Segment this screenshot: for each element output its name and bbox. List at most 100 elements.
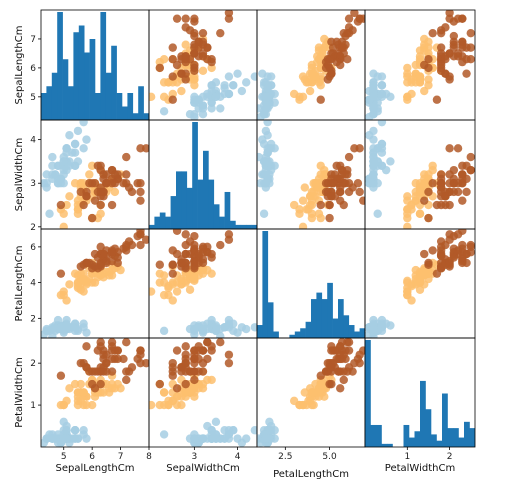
panel-SepalLengthCm-vs-PetalWidthCm xyxy=(364,9,476,121)
point-virginica xyxy=(350,358,359,368)
hist-bar xyxy=(469,428,475,447)
point-versicolor xyxy=(198,66,208,75)
hist-bar xyxy=(41,93,47,120)
point-versicolor xyxy=(403,72,412,81)
point-setosa xyxy=(261,165,271,175)
x-tick-label: 6 xyxy=(89,452,95,462)
point-virginica xyxy=(466,248,475,257)
hist-bar xyxy=(165,216,171,229)
point-setosa xyxy=(79,120,88,127)
panel-PetalLengthCm-vs-SepalLengthCm xyxy=(40,228,150,339)
hist-bar xyxy=(100,12,107,120)
point-virginica xyxy=(122,170,131,179)
point-versicolor xyxy=(93,273,103,282)
y-tick-label: 4 xyxy=(30,136,36,146)
hist-bar xyxy=(387,443,393,447)
hist-bar xyxy=(78,25,85,120)
point-virginica xyxy=(436,43,446,52)
point-versicolor xyxy=(415,72,425,81)
point-virginica xyxy=(432,95,442,104)
hist-bar xyxy=(213,204,220,229)
point-virginica xyxy=(328,49,338,58)
point-setosa xyxy=(159,430,169,439)
point-setosa xyxy=(216,104,225,113)
point-virginica xyxy=(428,246,437,255)
point-virginica xyxy=(85,367,94,376)
point-versicolor xyxy=(159,55,169,64)
point-virginica xyxy=(136,196,145,205)
hist-bar xyxy=(251,224,257,229)
point-virginica xyxy=(445,75,454,84)
point-virginica xyxy=(466,152,475,162)
point-setosa xyxy=(62,426,71,435)
hist-bar xyxy=(442,393,448,447)
point-virginica xyxy=(181,342,190,351)
point-virginica xyxy=(436,66,446,75)
point-virginica xyxy=(458,161,467,170)
point-virginica xyxy=(141,235,149,244)
point-virginica xyxy=(445,256,454,266)
hist-bar xyxy=(294,331,301,338)
point-virginica xyxy=(449,165,459,175)
point-virginica xyxy=(96,187,105,197)
point-virginica xyxy=(136,346,145,355)
y-tick-label: 2 xyxy=(30,314,36,324)
point-virginica xyxy=(136,179,145,188)
point-setosa xyxy=(270,426,279,435)
point-versicolor xyxy=(107,265,117,275)
point-virginica xyxy=(155,63,164,73)
point-versicolor xyxy=(149,92,156,102)
point-versicolor xyxy=(65,192,74,201)
point-virginica xyxy=(87,213,97,223)
panel-SepalLengthCm-vs-SepalWidthCm xyxy=(148,9,258,121)
point-versicolor xyxy=(65,280,74,289)
point-virginica xyxy=(445,10,454,18)
point-virginica xyxy=(424,187,433,197)
point-virginica xyxy=(102,358,111,368)
hist-bar xyxy=(273,331,279,338)
hist-bar xyxy=(436,440,443,447)
point-setosa xyxy=(48,324,57,334)
point-setosa xyxy=(190,430,199,439)
point-virginica xyxy=(113,354,122,364)
point-setosa xyxy=(45,209,54,218)
point-virginica xyxy=(76,187,85,197)
point-setosa xyxy=(224,89,234,99)
hist-bar xyxy=(208,179,215,229)
point-virginica xyxy=(445,179,454,188)
point-versicolor xyxy=(305,86,315,96)
point-setosa xyxy=(261,92,271,102)
point-setosa xyxy=(220,323,229,332)
point-setosa xyxy=(242,434,251,443)
point-virginica xyxy=(436,28,446,38)
hist-bar xyxy=(181,171,188,229)
hist-bar xyxy=(132,113,139,120)
point-virginica xyxy=(224,10,234,18)
point-virginica xyxy=(424,258,433,268)
point-virginica xyxy=(328,43,338,52)
point-virginica xyxy=(155,260,164,269)
point-virginica xyxy=(107,248,117,257)
point-versicolor xyxy=(185,285,195,294)
hist-bar xyxy=(224,191,231,229)
hist-bar xyxy=(453,428,459,447)
point-virginica xyxy=(336,384,345,393)
point-virginica xyxy=(428,179,437,188)
point-setosa xyxy=(369,83,378,93)
point-setosa xyxy=(220,83,229,93)
hist-bar xyxy=(305,321,312,338)
hist-bar xyxy=(338,299,344,338)
point-versicolor xyxy=(403,78,412,87)
point-virginica xyxy=(337,43,347,52)
point-virginica xyxy=(336,196,345,205)
y-tick-label: 6 xyxy=(30,64,36,74)
point-virginica xyxy=(190,14,199,23)
point-setosa xyxy=(263,148,272,157)
point-setosa xyxy=(68,148,77,157)
x-tick-label: 3 xyxy=(191,452,197,462)
point-virginica xyxy=(90,196,100,205)
y-axis-label: PetalLengthCm xyxy=(14,246,25,322)
point-virginica xyxy=(82,342,91,351)
point-versicolor xyxy=(59,209,68,218)
panel-PetalWidthCm-vs-PetalWidthCm xyxy=(364,337,476,448)
